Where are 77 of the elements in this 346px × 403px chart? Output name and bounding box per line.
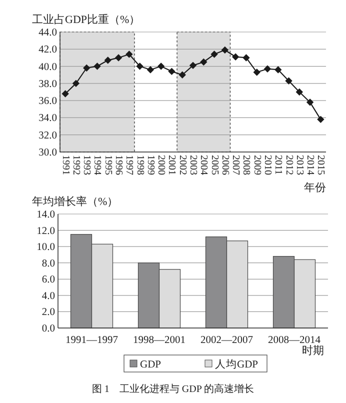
x-axis-title: 时期 — [302, 344, 324, 357]
x-tick-label: 2011 — [272, 155, 284, 175]
y-tick-label: 40.0 — [38, 62, 57, 73]
y-tick-label: 32.0 — [38, 130, 57, 142]
y-tick-label: 30.0 — [38, 148, 57, 158]
x-tick-label: 2008 — [240, 155, 252, 175]
legend-label: GDP — [140, 360, 162, 370]
y-tick-label: 6.0 — [42, 274, 55, 286]
x-tick-label: 2007 — [230, 155, 242, 175]
x-tick-label: 2006 — [219, 155, 230, 175]
point — [306, 98, 314, 106]
x-tick-label: 1992 — [70, 155, 82, 175]
point — [200, 58, 208, 66]
point — [72, 80, 80, 88]
x-tick-label: 2000 — [156, 155, 167, 175]
point — [83, 64, 90, 72]
x-tick-label: 1994 — [92, 155, 103, 175]
caption: 图 1 工业化进程与 GDP 的高速增长 — [92, 383, 254, 395]
y-tick-label: 38.0 — [38, 78, 57, 90]
point — [104, 56, 112, 64]
point — [62, 90, 69, 98]
point — [274, 66, 282, 74]
point — [168, 68, 176, 76]
x-tick-label: 2002—2007 — [200, 335, 253, 346]
x-tick-label: 2012 — [283, 155, 294, 175]
y-tick-label: 34.0 — [38, 113, 57, 124]
x-tick-label: 2005 — [208, 155, 220, 175]
point — [114, 54, 122, 62]
point — [264, 65, 272, 72]
x-tick-label: 1998 — [134, 155, 146, 175]
x-tick-label: 1991 — [60, 155, 71, 175]
point — [146, 66, 154, 74]
x-tick-label: 2008—2014 — [268, 335, 322, 346]
x-axis-title: 年份 — [304, 182, 326, 194]
legend-label: 人均GDP — [215, 358, 258, 370]
point — [126, 50, 133, 58]
y-tick-label: 36.0 — [38, 96, 57, 108]
point — [178, 71, 186, 78]
point — [136, 62, 144, 70]
x-tick-label: 1991—1997 — [66, 335, 118, 346]
x-tick-label: 1995 — [102, 155, 114, 175]
y-tick-label: 12.0 — [36, 226, 55, 237]
y-tick-label: 42.0 — [38, 44, 57, 56]
y-tick-label: 10.0 — [36, 242, 55, 254]
y-axis-title: 年均增长率（%） — [32, 195, 118, 208]
x-tick-label: 1997 — [124, 155, 135, 175]
x-tick-label: 2010 — [262, 155, 273, 175]
x-tick-label: 2015 — [315, 155, 326, 175]
x-tick-label: 2013 — [294, 155, 305, 175]
point — [94, 62, 101, 70]
x-tick-label: 1993 — [81, 155, 92, 175]
x-tick-label: 1996 — [113, 155, 124, 175]
y-tick-label: 4.0 — [42, 290, 55, 302]
x-tick-label: 2003 — [188, 155, 198, 175]
y-tick-label: 8.0 — [42, 258, 55, 270]
point — [189, 62, 197, 70]
x-tick-label: 2014 — [304, 155, 316, 175]
point — [221, 46, 229, 54]
point — [232, 53, 240, 60]
x-tick-label: 2009 — [251, 155, 262, 175]
x-tick-label: 2002 — [176, 155, 188, 175]
point — [285, 77, 292, 84]
point — [242, 54, 250, 62]
y-tick-label: 0.0 — [42, 324, 55, 334]
x-tick-label: 1999 — [144, 155, 156, 175]
y-tick-label: 14.0 — [36, 210, 55, 220]
point — [253, 68, 260, 76]
point — [210, 50, 218, 58]
x-tick-label: 1998—2001 — [133, 335, 186, 346]
point — [317, 116, 324, 124]
point — [296, 88, 303, 96]
y-axis-title: 工业占GDP比重（%） — [32, 13, 140, 26]
x-tick-label: 2004 — [198, 155, 210, 175]
x-tick-label: 2001 — [166, 155, 178, 175]
y-tick-label: 2.0 — [42, 307, 55, 318]
point — [157, 62, 165, 70]
y-tick-label: 44.0 — [38, 28, 57, 38]
